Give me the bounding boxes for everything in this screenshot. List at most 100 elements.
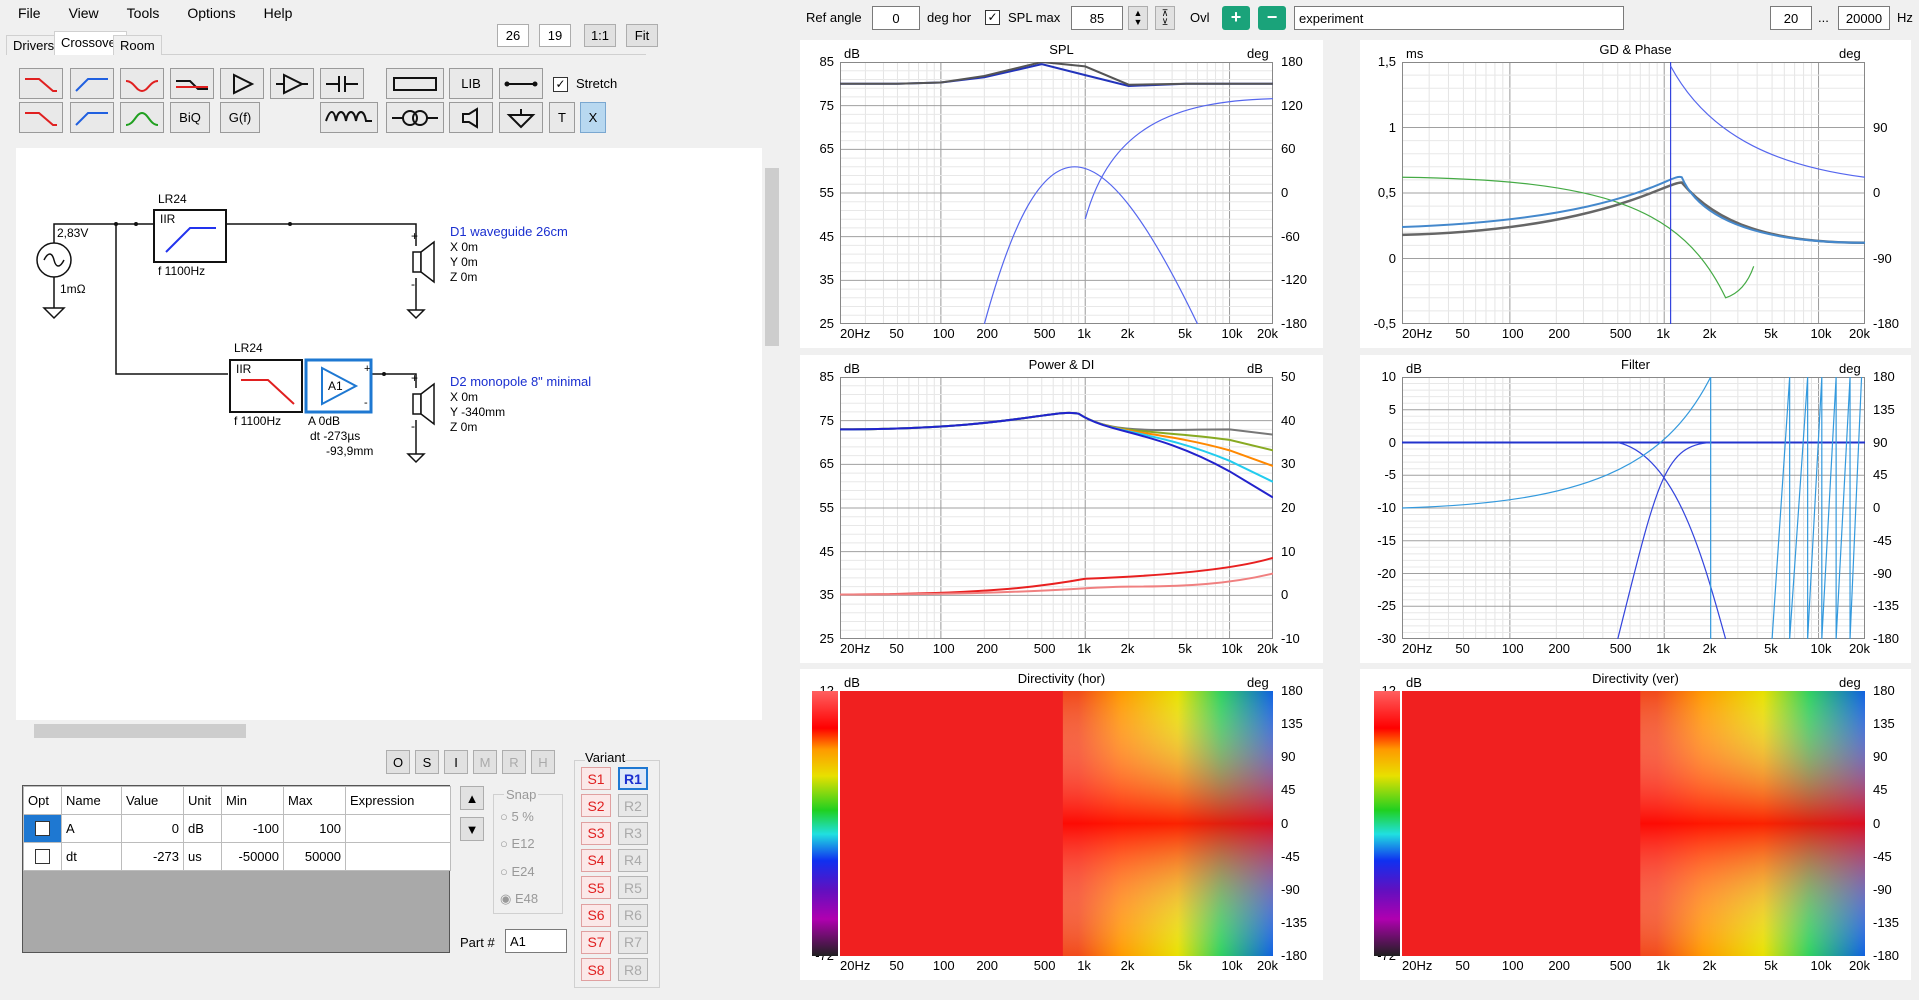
variant-s3-button[interactable]: S3 xyxy=(581,821,611,845)
notch-red-button[interactable] xyxy=(120,68,164,99)
overlay-name-input[interactable]: experiment xyxy=(1294,6,1624,30)
amplifier-button[interactable] xyxy=(220,68,264,99)
variant-r7-button[interactable]: R7 xyxy=(618,930,648,954)
variant-s8-button[interactable]: S8 xyxy=(581,958,611,982)
spin-updown-button[interactable]: ▲ ▼ xyxy=(1128,6,1148,30)
plot-area[interactable] xyxy=(840,62,1273,324)
freq-from-input[interactable]: 20 xyxy=(1770,6,1812,30)
filter2-type[interactable]: IIR xyxy=(236,362,252,376)
zoom-1to1-button[interactable]: 1:1 xyxy=(584,24,616,47)
variant-r3-button[interactable]: R3 xyxy=(618,821,648,845)
param-value[interactable]: 0 xyxy=(121,814,184,843)
bandpass-button[interactable] xyxy=(120,102,164,133)
horizontal-scroll-thumb[interactable] xyxy=(34,724,246,738)
amp-label[interactable]: A1 xyxy=(328,379,343,393)
s-button[interactable]: S xyxy=(415,750,439,774)
chart-3[interactable] xyxy=(1360,355,1911,663)
h-button[interactable]: H xyxy=(531,750,555,774)
snap-option-e48[interactable]: ◉ E48 xyxy=(500,891,539,906)
variant-s5-button[interactable]: S5 xyxy=(581,876,611,900)
r-button[interactable]: R xyxy=(502,750,526,774)
shelf-button[interactable] xyxy=(170,68,214,99)
biquad-button[interactable]: BiQ xyxy=(170,102,210,133)
chart-2[interactable] xyxy=(800,355,1323,663)
plot-area[interactable] xyxy=(1402,62,1865,324)
zoom-fit-button[interactable]: Fit xyxy=(626,24,658,47)
driver1-name[interactable]: D1 waveguide 26cm xyxy=(450,224,568,239)
menu-view[interactable]: View xyxy=(68,5,99,21)
freq-to-input[interactable]: 20000 xyxy=(1838,6,1890,30)
part-input[interactable]: A1 xyxy=(505,929,567,953)
o-button[interactable]: O xyxy=(386,750,410,774)
variant-r4-button[interactable]: R4 xyxy=(618,848,648,872)
speaker-button[interactable] xyxy=(449,102,493,133)
library-button[interactable]: LIB xyxy=(449,68,493,99)
horizontal-scrollbar[interactable] xyxy=(16,722,762,740)
table-row[interactable]: A 0 dB -100 100 xyxy=(23,814,451,843)
plot-area[interactable] xyxy=(1402,691,1865,956)
lowpass2-button[interactable] xyxy=(19,102,63,133)
filter1-type[interactable]: IIR xyxy=(160,212,176,226)
plot-area[interactable] xyxy=(840,691,1273,956)
param-max[interactable]: 100 xyxy=(283,814,346,843)
add-overlay-button[interactable]: + xyxy=(1222,6,1250,30)
plot-area[interactable] xyxy=(840,377,1273,639)
wire-button[interactable] xyxy=(499,68,543,99)
snap-option-e12[interactable]: ○ E12 xyxy=(500,836,535,851)
schematic-canvas[interactable]: + - + - + - 2,83V 1mΩ LR24 IIR f 1100Hz … xyxy=(16,148,762,720)
spin-limit-button[interactable]: ⊼ ⊻ xyxy=(1155,6,1175,30)
variant-r5-button[interactable]: R5 xyxy=(618,876,648,900)
tab-crossover[interactable]: Crossover xyxy=(54,31,128,55)
capacitor-button[interactable] xyxy=(320,68,364,99)
spl-max-input[interactable]: 85 xyxy=(1071,6,1123,30)
param-min[interactable]: -50000 xyxy=(221,842,284,871)
inductor-button[interactable] xyxy=(320,102,378,133)
ref-angle-input[interactable]: 0 xyxy=(872,6,920,30)
remove-overlay-button[interactable]: − xyxy=(1258,6,1286,30)
snap-option-5pct[interactable]: ○ 5 % xyxy=(500,809,534,824)
variant-s1-button[interactable]: S1 xyxy=(581,767,611,790)
transformer-button[interactable] xyxy=(386,102,444,133)
variant-r6-button[interactable]: R6 xyxy=(618,903,648,927)
tab-drivers[interactable]: Drivers xyxy=(6,35,62,55)
move-up-button[interactable]: ▲ xyxy=(460,786,484,810)
menu-tools[interactable]: Tools xyxy=(126,5,160,21)
lowpass-red-button[interactable] xyxy=(19,68,63,99)
variant-r2-button[interactable]: R2 xyxy=(618,794,648,818)
chart-0[interactable] xyxy=(800,40,1323,348)
highpass-blue-button[interactable] xyxy=(70,68,114,99)
vertical-scroll-thumb[interactable] xyxy=(765,168,779,346)
table-row[interactable]: dt -273 us -50000 50000 xyxy=(23,842,451,871)
i-button[interactable]: I xyxy=(444,750,468,774)
variant-s4-button[interactable]: S4 xyxy=(581,848,611,872)
driver2-name[interactable]: D2 monopole 8" minimal xyxy=(450,374,592,389)
stretch-checkbox[interactable]: ✓ xyxy=(553,77,568,92)
spl-max-checkbox[interactable]: ✓ xyxy=(985,10,1000,25)
text-button[interactable]: T xyxy=(549,102,575,133)
plot-area[interactable] xyxy=(1402,377,1865,639)
variant-s6-button[interactable]: S6 xyxy=(581,903,611,927)
variant-s2-button[interactable]: S2 xyxy=(581,794,611,818)
tab-room[interactable]: Room xyxy=(113,35,162,55)
param-expression[interactable] xyxy=(345,842,451,871)
variant-s7-button[interactable]: S7 xyxy=(581,930,611,954)
zoom-a-field[interactable]: 26 xyxy=(497,24,529,47)
param-expression[interactable] xyxy=(345,814,451,843)
resistor-button[interactable] xyxy=(386,68,444,99)
param-max[interactable]: 50000 xyxy=(283,842,346,871)
snap-option-e24[interactable]: ○ E24 xyxy=(500,864,535,879)
m-button[interactable]: M xyxy=(473,750,497,774)
transfer-function-button[interactable]: G(f) xyxy=(220,102,260,133)
variant-r1-button[interactable]: R1 xyxy=(618,767,648,790)
menu-options[interactable]: Options xyxy=(187,5,236,21)
opt-checkbox[interactable] xyxy=(35,821,50,836)
ground-button[interactable] xyxy=(499,102,543,133)
variant-r8-button[interactable]: R8 xyxy=(618,958,648,982)
move-down-button[interactable]: ▼ xyxy=(460,817,484,841)
opt-checkbox[interactable] xyxy=(35,849,50,864)
highpass2-button[interactable] xyxy=(70,102,114,133)
vertical-scrollbar[interactable] xyxy=(763,148,781,720)
zoom-b-field[interactable]: 19 xyxy=(539,24,571,47)
param-min[interactable]: -100 xyxy=(221,814,284,843)
delete-button[interactable]: X xyxy=(580,102,606,133)
